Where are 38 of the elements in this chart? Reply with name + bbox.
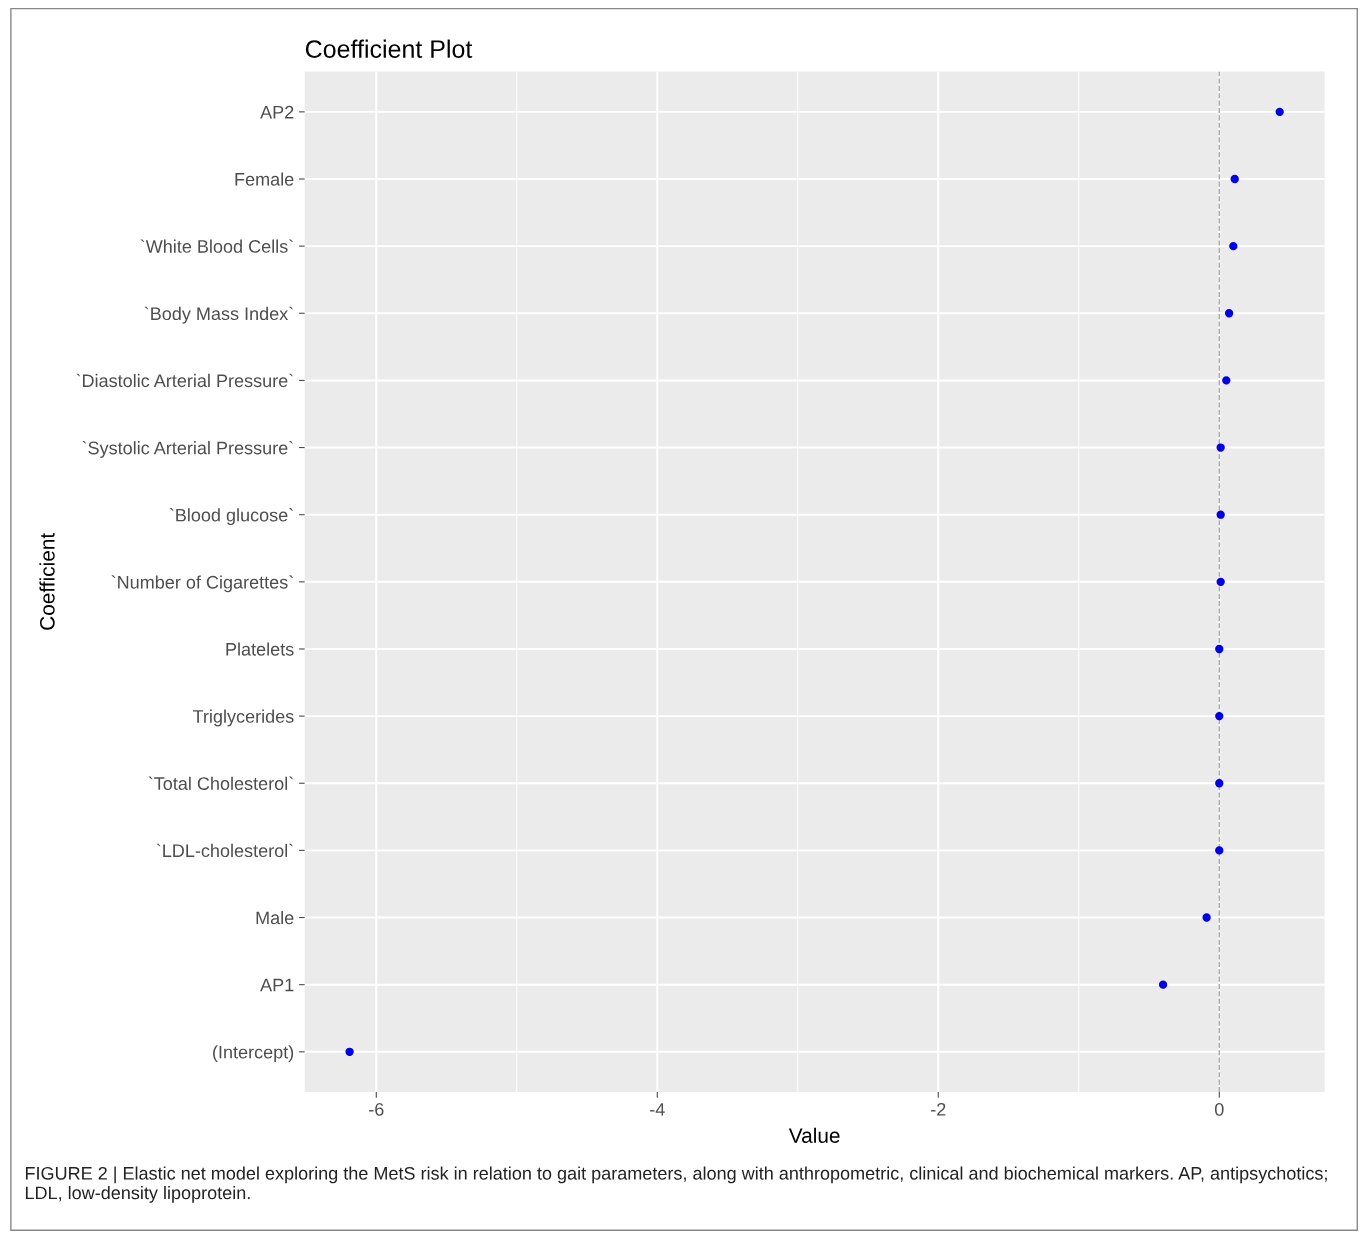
x-tick-label: -2 [931, 1102, 946, 1116]
y-tick-label: AP1 [260, 978, 294, 992]
y-tick-label: `Blood glucose` [169, 508, 293, 526]
point [345, 1047, 354, 1056]
y-tick-label: `White Blood Cells` [140, 239, 293, 253]
point [1216, 577, 1225, 586]
y-tick-label: `LDL-cholesterol` [156, 843, 293, 858]
y-tick-label: Triglycerides [192, 709, 294, 727]
y-tick-label: `Diastolic Arterial Pressure` [76, 373, 293, 388]
y-tick-label: AP2 [260, 105, 294, 119]
chart-title: Coefficient Plot [305, 39, 473, 58]
x-tick-label: 0 [1214, 1102, 1224, 1116]
point [1216, 443, 1225, 452]
point [1158, 980, 1168, 989]
point [1215, 846, 1224, 855]
y-tick-label: Female [235, 172, 294, 186]
caption: FIGURE 2 | Elastic net model exploring the MetS risk in relation to gait parameters, along with anthropometric, clinical and biochemical markers. AP, antipsychotics; LDL, low-density lipoprotein. [25, 1166, 1327, 1203]
point [1215, 779, 1224, 788]
y-tick-label: `Total Cholesterol` [148, 776, 293, 790]
y-tick-label: `Number of Cigarettes` [111, 575, 293, 593]
y-tick-label: Male [256, 910, 294, 925]
point [1230, 174, 1239, 184]
x-tick-label: -6 [369, 1102, 384, 1116]
y-tick-label: `Systolic Arterial Pressure` [82, 440, 293, 458]
point [1216, 510, 1225, 519]
point [1215, 644, 1224, 654]
point [1229, 241, 1238, 251]
y-axis-title: Coefficient [39, 532, 55, 630]
y-tick-label: Platelets [226, 642, 294, 656]
x-tick-label: -4 [650, 1103, 665, 1116]
point [1224, 309, 1234, 318]
x-axis-title: Value [788, 1127, 840, 1143]
y-tick-label: (Intercept) [213, 1045, 294, 1063]
y-tick-label: `Body Mass Index` [144, 306, 293, 324]
point [1202, 913, 1211, 922]
point [1275, 107, 1284, 117]
point [1215, 711, 1224, 721]
point [1222, 376, 1231, 385]
